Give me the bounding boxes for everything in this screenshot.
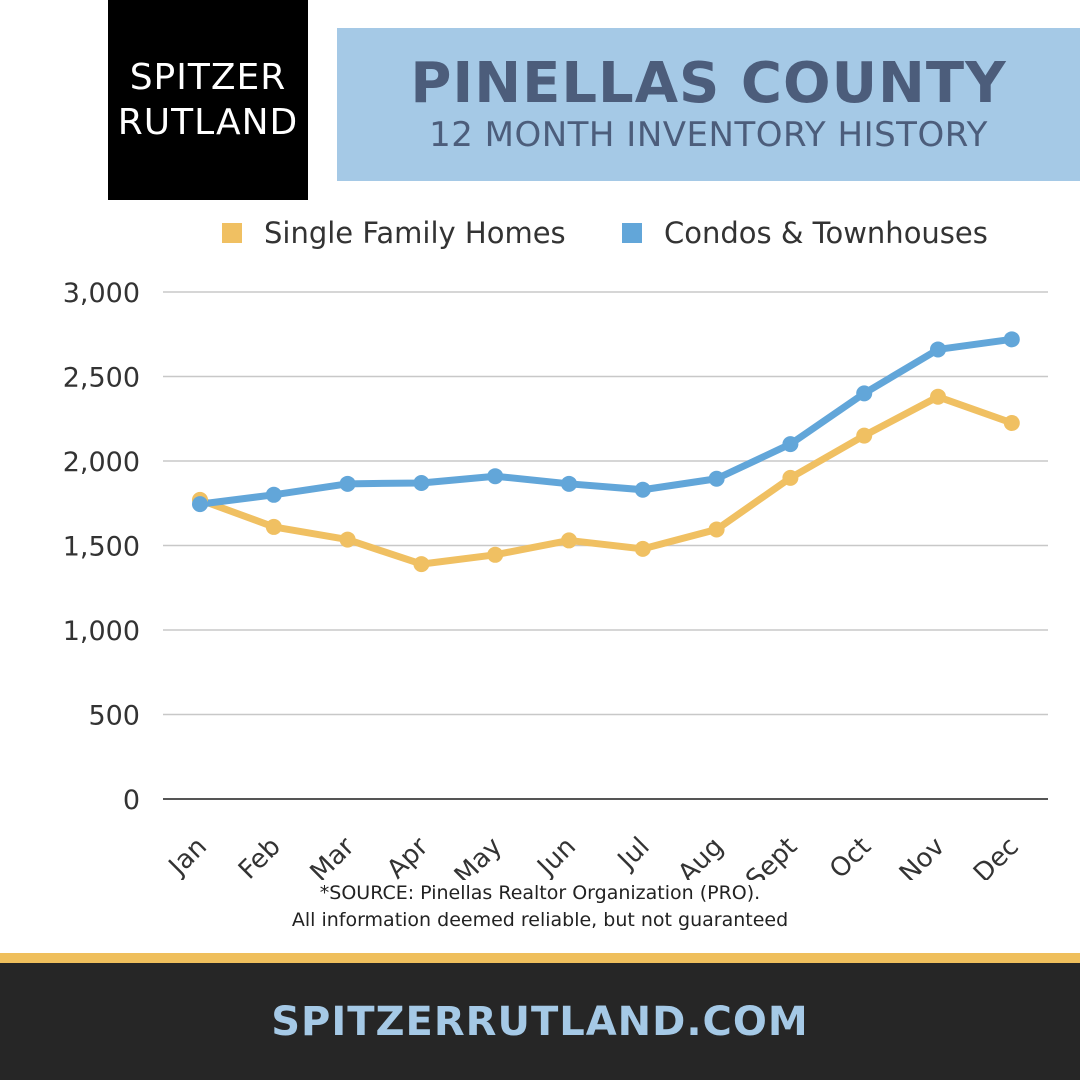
- x-tick-label: Jun: [531, 832, 582, 880]
- data-point-condos: [1003, 331, 1020, 348]
- data-point-condos: [930, 341, 946, 358]
- title-banner: PINELLAS COUNTY 12 MONTH INVENTORY HISTO…: [337, 28, 1080, 181]
- legend-label-single-family: Single Family Homes: [264, 216, 566, 250]
- series-line-single-family: [196, 393, 1016, 568]
- y-tick-label: 2,000: [63, 447, 140, 478]
- y-tick-label: 1,000: [63, 616, 140, 647]
- data-point-single-family: [634, 540, 651, 557]
- data-point-single-family: [856, 427, 873, 444]
- x-tick-label: Apr: [381, 832, 434, 880]
- data-point-single-family: [487, 546, 504, 563]
- x-tick-label: Aug: [672, 832, 729, 880]
- footer-bar: SPITZERRUTLAND.COM: [0, 963, 1080, 1080]
- data-point-single-family: [782, 469, 799, 486]
- data-point-condos: [339, 475, 356, 492]
- data-point-condos: [708, 470, 725, 487]
- x-tick-label: Sept: [740, 832, 803, 880]
- page-title: PINELLAS COUNTY: [410, 50, 1007, 116]
- y-tick-label: 2,500: [63, 363, 140, 394]
- series-line-condos: [196, 335, 1016, 508]
- y-tick-label: 0: [123, 785, 140, 816]
- brand-logo: SPITZER RUTLAND: [108, 0, 308, 200]
- x-tick-label: Dec: [968, 832, 1025, 880]
- legend-label-condos: Condos & Townhouses: [664, 216, 988, 250]
- x-tick-label: Feb: [233, 832, 287, 880]
- data-point-condos: [634, 481, 651, 498]
- source-line-2: All information deemed reliable, but not…: [291, 909, 789, 931]
- x-tick-label: Jan: [162, 832, 213, 880]
- legend-item-condos: Condos & Townhouses: [622, 216, 988, 250]
- source-note: *SOURCE: Pinellas Realtor Organization (…: [0, 880, 1080, 934]
- x-tick-label: Jul: [611, 832, 656, 877]
- data-point-condos: [192, 496, 208, 513]
- y-tick-label: 1,500: [63, 532, 140, 563]
- y-tick-label: 500: [88, 701, 140, 732]
- data-point-single-family: [265, 518, 282, 535]
- gold-divider: [0, 953, 1080, 963]
- data-point-single-family: [708, 521, 725, 538]
- data-point-single-family: [930, 388, 946, 405]
- data-point-single-family: [413, 556, 430, 573]
- legend-item-single-family: Single Family Homes: [222, 216, 566, 250]
- page-subtitle: 12 MONTH INVENTORY HISTORY: [429, 114, 988, 155]
- footer-url: SPITZERRUTLAND.COM: [271, 998, 809, 1045]
- data-point-single-family: [339, 531, 356, 548]
- data-point-single-family: [1003, 414, 1020, 431]
- legend-swatch-single-family: [222, 223, 242, 243]
- data-point-single-family: [561, 532, 577, 549]
- source-line-1: *SOURCE: Pinellas Realtor Organization (…: [319, 882, 761, 904]
- x-tick-label: Mar: [305, 832, 361, 880]
- x-tick-label: Oct: [824, 832, 877, 880]
- data-point-condos: [265, 486, 282, 503]
- data-point-condos: [561, 475, 577, 492]
- data-point-condos: [487, 468, 504, 485]
- x-tick-label: Nov: [894, 832, 951, 880]
- data-point-condos: [782, 436, 799, 453]
- data-point-condos: [856, 385, 873, 402]
- brand-logo-line2: RUTLAND: [117, 102, 299, 143]
- y-tick-label: 3,000: [63, 278, 140, 309]
- brand-logo-line1: SPITZER: [129, 57, 287, 98]
- legend-swatch-condos: [622, 223, 642, 243]
- inventory-line-chart: 0 500 1,000 1,500 2,000 2,500 3,000 Jan Feb Mar Ap…: [63, 278, 1048, 880]
- x-tick-label: May: [449, 832, 508, 880]
- data-point-condos: [413, 474, 430, 491]
